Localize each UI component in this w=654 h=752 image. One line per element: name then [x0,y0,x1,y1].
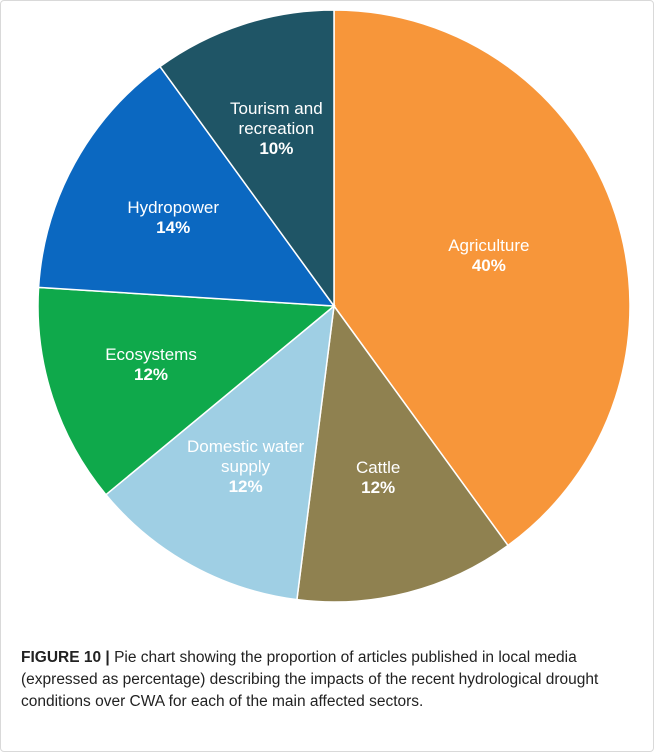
slice-name: Hydropower [127,197,219,217]
slice-label: Domestic water supply 12% [176,437,316,497]
slice-label: Cattle 12% [318,458,438,498]
caption: FIGURE 10 | Pie chart showing the propor… [21,647,621,713]
pie-slice [104,304,335,601]
caption-text: Pie chart showing the proportion of arti… [21,649,599,710]
pie-slice [333,9,631,547]
slice-name: Cattle [355,458,401,478]
slice-name: Domestic water supply [187,436,305,476]
slice-value-label: 14% [156,217,191,237]
slice-value-label: 12% [134,365,169,385]
slice-value-label: 12% [228,476,263,496]
caption-label: FIGURE 10 | [21,649,110,666]
slice-name: Ecosystems [105,345,197,365]
slice-label: Agriculture 40% [429,236,549,276]
pie-chart [37,9,631,603]
pie-slice [37,286,336,496]
slice-value-label: 10% [259,138,294,158]
pie-slice [158,9,335,309]
slice-value-label: 40% [471,255,506,275]
slice-name: Agriculture [448,235,530,255]
pie-slice [37,65,336,307]
pie-slice [296,304,510,603]
slice-name: Tourism and recreation [230,98,323,138]
slice-label: Hydropower 14% [108,198,238,238]
slice-label: Tourism and recreation 10% [211,99,341,159]
slice-label: Ecosystems 12% [86,345,216,385]
slice-value-label: 12% [361,478,396,498]
